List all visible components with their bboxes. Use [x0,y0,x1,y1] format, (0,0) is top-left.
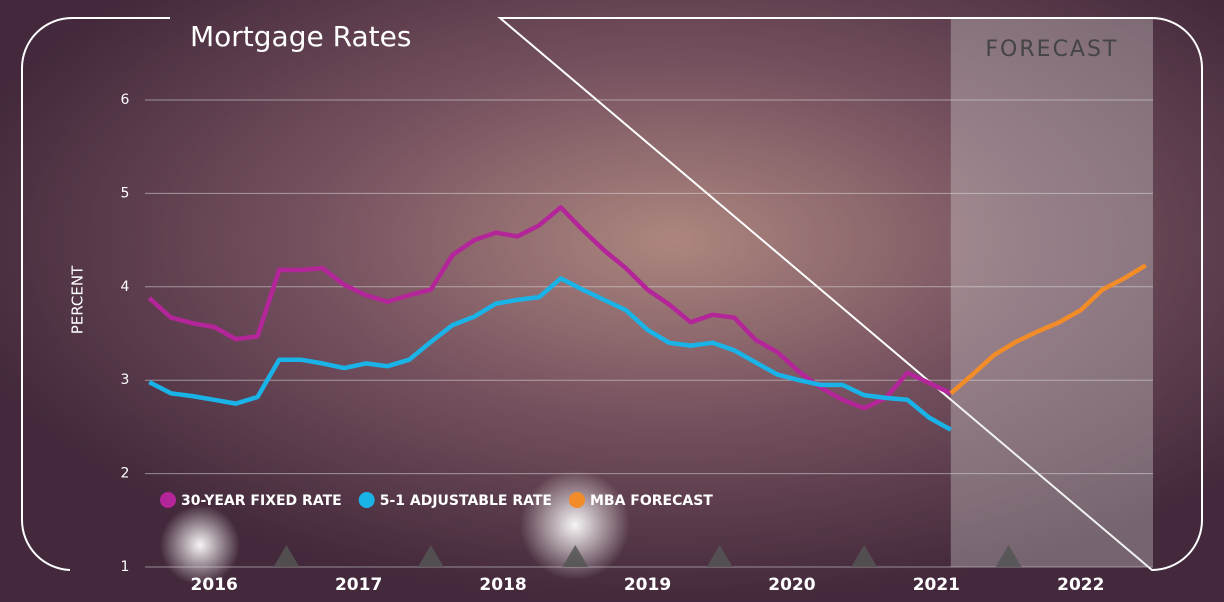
x-tick-label: 2019 [624,575,671,595]
legend-swatch [569,492,585,508]
y-tick-label: 2 [121,466,130,482]
forecast-region [951,19,1153,567]
chart: Mortgage Rates PERCENT FORECAST 1 2 3 4 5 6 201… [0,0,1224,602]
x-tick-label: 2021 [913,575,960,595]
chart-title: Mortgage Rates [190,20,411,53]
y-tick-label: 1 [121,559,130,575]
x-tick-label: 2022 [1057,575,1104,595]
x-tick-label: 2020 [768,575,815,595]
x-tick-label: 2018 [479,575,526,595]
y-tick-label: 5 [121,185,130,201]
y-tick-label: 3 [121,372,130,388]
legend-label: 5-1 ADJUSTABLE RATE [380,493,552,509]
y-tick-label: 4 [121,279,130,295]
star [160,505,240,585]
legend-swatch [160,492,176,508]
y-axis-label: PERCENT [69,265,87,334]
legend-label: 30-YEAR FIXED RATE [181,493,342,509]
forecast-label: FORECAST [985,37,1118,62]
y-tick-label: 6 [121,92,130,108]
legend-label: MBA FORECAST [590,493,713,509]
x-tick-label: 2017 [335,575,382,595]
page: Mortgage Rates PERCENT FORECAST 1 2 3 4 5 6 201… [0,0,1224,602]
x-tick-label: 2016 [191,575,238,595]
legend-swatch [359,492,375,508]
